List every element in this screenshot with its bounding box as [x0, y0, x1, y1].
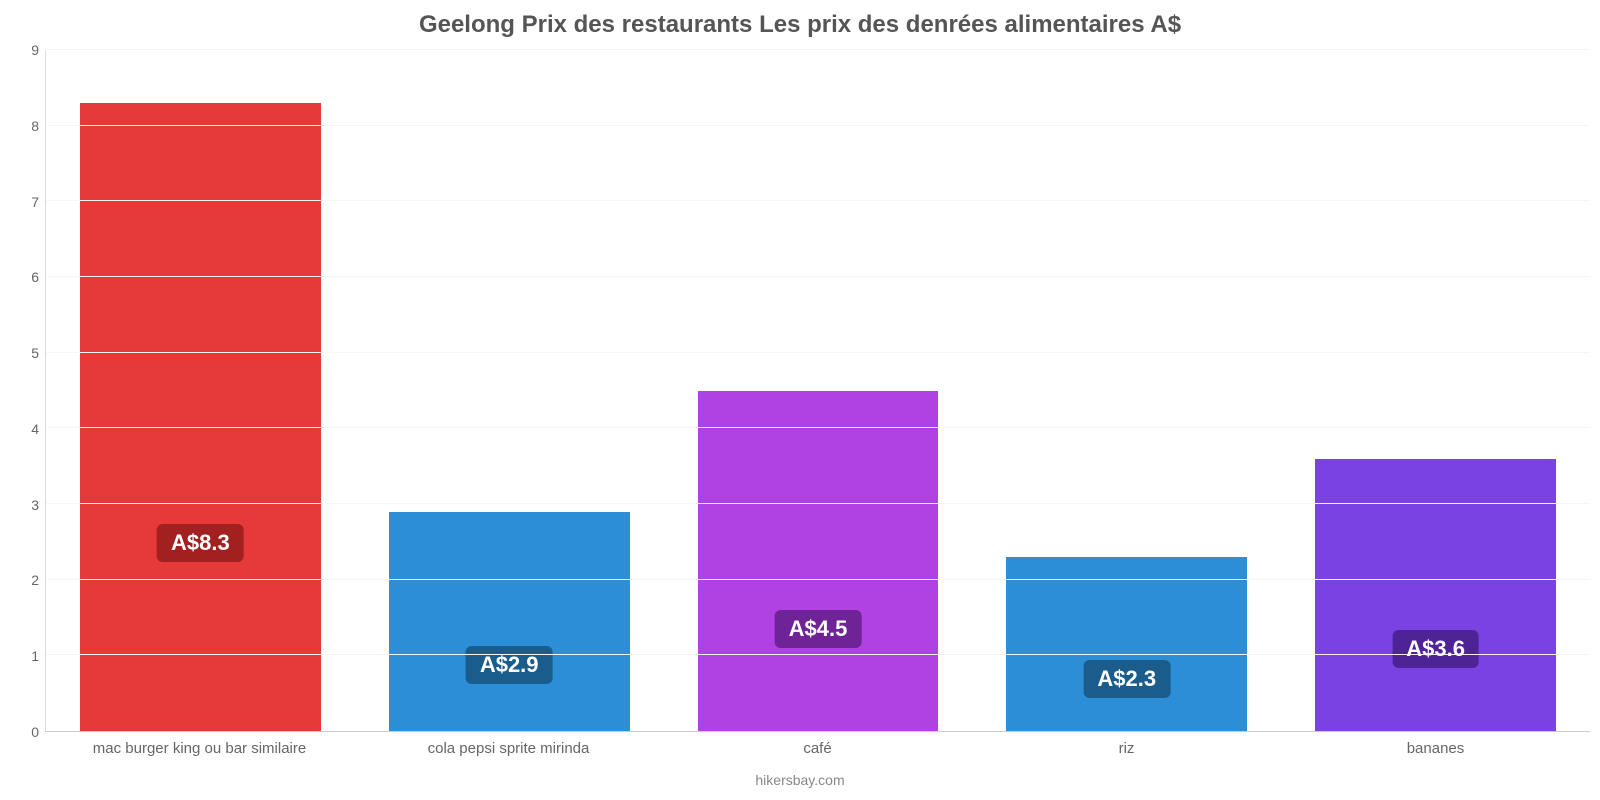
bar-column: A$4.5: [664, 50, 973, 731]
gridline: [46, 427, 1590, 428]
bar-value-label: A$2.9: [466, 646, 553, 684]
y-tick: 5: [31, 345, 39, 361]
y-tick: 0: [31, 724, 39, 740]
gridline: [46, 352, 1590, 353]
gridline: [46, 200, 1590, 201]
plot-row: 0123456789 A$8.3A$2.9A$4.5A$2.3A$3.6: [0, 50, 1600, 732]
bar-column: A$8.3: [46, 50, 355, 731]
y-axis: 0123456789: [10, 50, 45, 732]
y-tick: 3: [31, 497, 39, 513]
y-tick: 8: [31, 118, 39, 134]
plot-area: A$8.3 A$2.9 A$4.5 A$2.3 A$3.6: [45, 50, 1590, 732]
x-label: mac burger king ou bar similaire: [45, 732, 354, 772]
bar: A$4.5: [698, 391, 939, 732]
chart-footer: hikersbay.com: [0, 772, 1600, 800]
gridline: [46, 654, 1590, 655]
price-bar-chart: Geelong Prix des restaurants Les prix de…: [0, 0, 1600, 800]
bar-value-label: A$2.3: [1083, 660, 1170, 698]
gridline: [46, 503, 1590, 504]
chart-title: Geelong Prix des restaurants Les prix de…: [0, 0, 1600, 50]
bar: A$3.6: [1315, 459, 1556, 731]
gridline: [46, 579, 1590, 580]
y-tick: 2: [31, 572, 39, 588]
bars-container: A$8.3 A$2.9 A$4.5 A$2.3 A$3.6: [46, 50, 1590, 731]
bar-column: A$2.3: [972, 50, 1281, 731]
y-tick: 7: [31, 194, 39, 210]
x-axis: mac burger king ou bar similairecola pep…: [0, 732, 1600, 772]
x-label: bananes: [1281, 732, 1590, 772]
bar-value-label: A$4.5: [775, 610, 862, 648]
bar-column: A$3.6: [1281, 50, 1590, 731]
bar-value-label: A$8.3: [157, 524, 244, 562]
y-tick: 4: [31, 421, 39, 437]
y-tick: 9: [31, 42, 39, 58]
y-tick: 1: [31, 648, 39, 664]
gridline: [46, 125, 1590, 126]
gridline: [46, 49, 1590, 50]
bar: A$2.3: [1006, 557, 1247, 731]
x-label: cola pepsi sprite mirinda: [354, 732, 663, 772]
bar: A$2.9: [389, 512, 630, 731]
x-label: café: [663, 732, 972, 772]
y-tick: 6: [31, 269, 39, 285]
bar: A$8.3: [80, 103, 321, 731]
x-label: riz: [972, 732, 1281, 772]
gridline: [46, 276, 1590, 277]
bar-value-label: A$3.6: [1392, 630, 1479, 668]
bar-column: A$2.9: [355, 50, 664, 731]
